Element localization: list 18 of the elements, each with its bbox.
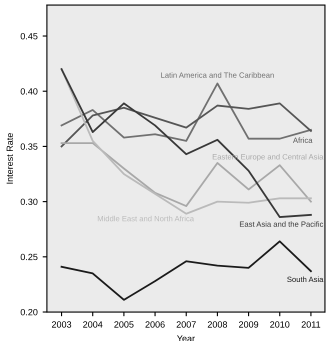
line-series (60, 82, 312, 142)
y-tick-label: 0.20 (20, 308, 38, 316)
y-tick-label: 0.40 (20, 88, 38, 95)
y-tick-label: 0.45 (20, 32, 38, 40)
y-tick-label: 0.35 (20, 143, 38, 150)
y-tick-label: 0.25 (20, 254, 38, 260)
x-tick-label: 2005 (114, 321, 134, 328)
x-tick-label: 2004 (83, 321, 102, 328)
x-tick-label: 2010 (270, 321, 290, 328)
x-tick-label: 2008 (208, 321, 228, 328)
x-tick-label: 2003 (52, 321, 72, 328)
x-tick-label: 2011 (302, 321, 320, 328)
y-axis-title: Interest Rate (6, 133, 13, 184)
x-tick-label: 2006 (145, 321, 165, 328)
line-series (60, 102, 312, 148)
y-tick-label: 0.30 (20, 198, 38, 205)
x-tick-label: 2007 (176, 321, 196, 328)
x-tick-label: 2009 (238, 321, 258, 328)
